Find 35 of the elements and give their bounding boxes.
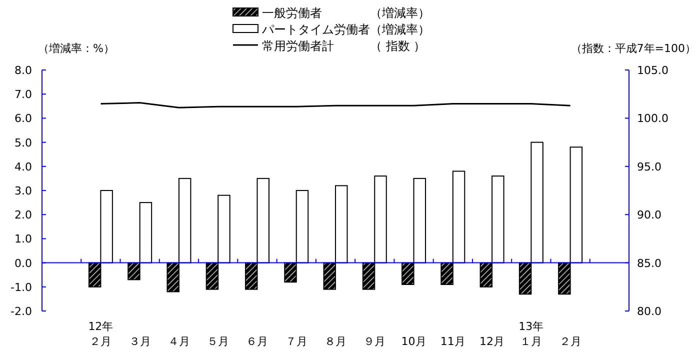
y2-tick-label: 80.0 [637,305,662,318]
x-tick-label: ７月 [285,335,308,348]
y-axis-title: （増減率：%） [38,42,114,55]
y-tick-label: -2.0 [10,305,32,318]
y2-axis-title: （指数：平成7年=100） [570,42,696,55]
legend-label: 常用労働者計 （ 指数 ） [262,39,426,53]
y-tick-label: 5.0 [14,136,32,150]
x-tick-label: 10月 [401,335,426,348]
y-tick-label: 4.0 [14,160,32,174]
x-tick-label: ２月 [559,335,582,348]
x-tick-label: ９月 [364,335,386,348]
x-tick-label: ８月 [324,335,346,348]
y2-tick-label: 100.0 [637,112,668,126]
y2-tick-label: 85.0 [637,256,662,270]
y2-tick-label: 90.0 [637,208,662,222]
y-tick-label: 1.0 [14,232,32,246]
y-tick-label: 0.0 [14,256,32,270]
x-tick-label: 12月 [480,335,505,348]
x-tick-label: ６月 [246,335,268,348]
y-tick-label: -1.0 [10,280,32,294]
y2-tick-label: 105.0 [637,64,668,77]
y2-tick-label: 95.0 [637,160,662,174]
x-tick-label: 13年１月 [518,320,544,348]
x-tick-label: ５月 [207,335,230,348]
y-tick-label: 6.0 [14,112,32,126]
x-tick-label: ３月 [128,335,151,348]
y-tick-label: 3.0 [14,184,32,198]
x-tick-label: 12年２月 [88,320,114,348]
x-tick-label: ４月 [168,335,190,348]
y-tick-label: 8.0 [14,64,32,77]
legend-label: 一般労働者 （増減率） [262,6,430,20]
legend-label: パートタイム労働者（増減率） [261,22,430,36]
y-tick-label: 7.0 [14,88,32,102]
x-tick-label: 11月 [440,335,466,348]
y-tick-label: 2.0 [14,208,32,222]
